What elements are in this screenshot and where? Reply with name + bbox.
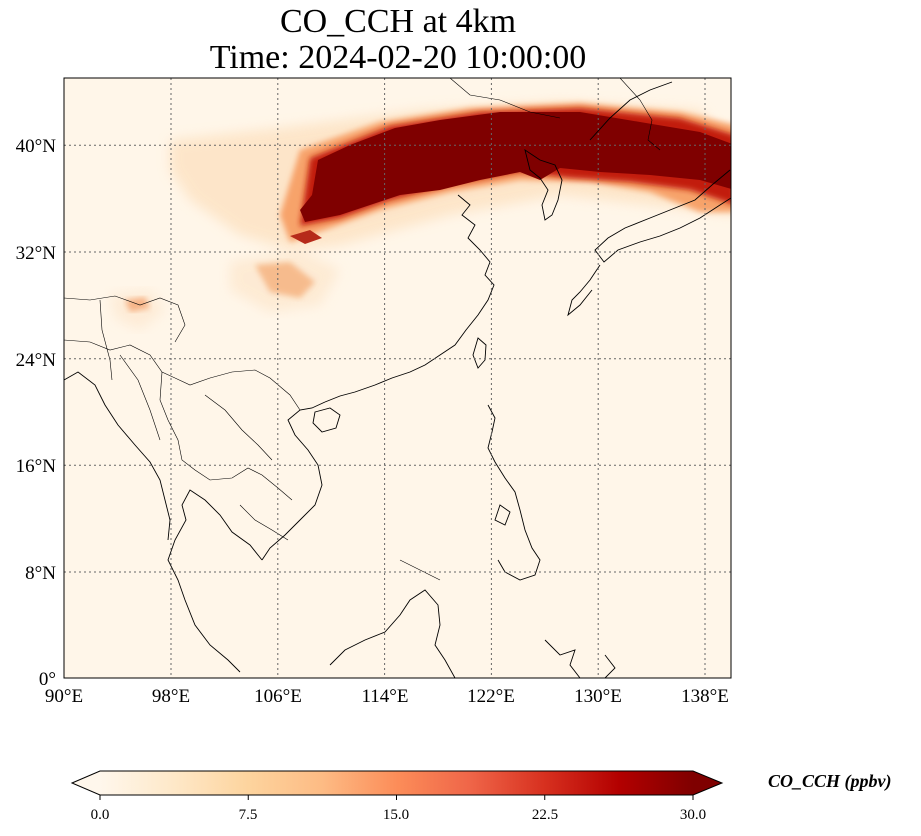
- colorbar-extend-min: [72, 771, 100, 795]
- lat-tick-label: 24°N: [16, 350, 57, 371]
- lon-tick-label: 122°E: [467, 686, 515, 707]
- lon-tick-label: 106°E: [254, 686, 302, 707]
- lon-tick-labels: 90°E 98°E 106°E 114°E 122°E 130°E 138°E: [45, 686, 729, 707]
- map-title: CO_CCH at 4km Time: 2024-02-20 10:00:00: [64, 4, 732, 76]
- lon-tick-label: 98°E: [152, 686, 190, 707]
- lon-tick-label: 90°E: [45, 686, 83, 707]
- map-frame: [63, 77, 732, 679]
- borders: [64, 78, 661, 581]
- colorbar-tick-label: 15.0: [383, 807, 409, 823]
- plume-core: [300, 112, 731, 222]
- colorbar-tick-label: 30.0: [680, 807, 706, 823]
- lat-tick-label: 8°N: [25, 563, 56, 584]
- plume-patch-2: [125, 297, 150, 312]
- lat-tick-label: 0°: [39, 669, 56, 690]
- plume-small-core: [290, 230, 322, 244]
- colorbar: 0.0 7.5 15.0 22.5 30.0: [70, 770, 724, 823]
- title-variable: CO_CCH at 4km: [279, 3, 517, 40]
- lat-tick-label: 16°N: [16, 456, 57, 477]
- lon-tick-label: 138°E: [681, 686, 729, 707]
- colorbar-tick-label: 7.5: [239, 807, 258, 823]
- gridlines: [64, 78, 731, 678]
- lat-tick-label: 32°N: [16, 243, 57, 264]
- title-time: Time: 2024-02-20 10:00:00: [209, 39, 587, 76]
- colorbar-tick-label: 0.0: [91, 807, 110, 823]
- colorbar-extend-max: [693, 771, 722, 795]
- coastlines: [64, 81, 731, 678]
- lon-tick-label: 130°E: [574, 686, 622, 707]
- lat-tick-label: 40°N: [16, 136, 57, 157]
- lat-tick-labels: 0° 8°N 16°N 24°N 32°N 40°N: [16, 136, 57, 690]
- colorbar-gradient: [100, 771, 693, 795]
- colorbar-tick-label: 22.5: [532, 807, 558, 823]
- lon-tick-label: 114°E: [362, 686, 409, 707]
- plume-patch-1: [255, 262, 315, 298]
- colorbar-label: CO_CCH (ppbv): [768, 771, 892, 791]
